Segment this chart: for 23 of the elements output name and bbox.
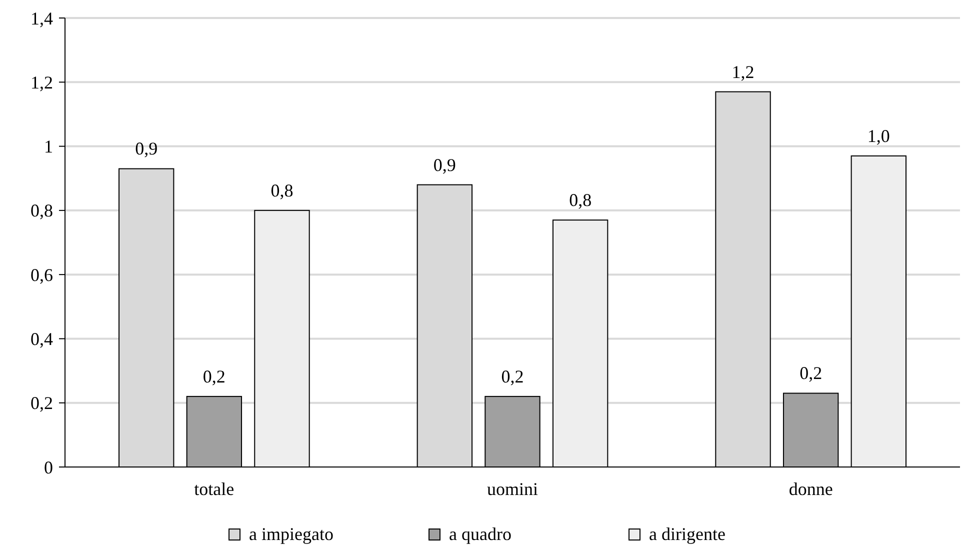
y-tick-label: 1	[44, 136, 53, 157]
data-label: 0,8	[569, 190, 592, 210]
data-label: 0,9	[135, 138, 158, 159]
y-tick-label: 1,4	[30, 8, 53, 28]
data-label: 0,2	[800, 363, 822, 384]
data-label: 0,2	[202, 366, 226, 386]
y-tick-label: 0,4	[30, 329, 53, 350]
data-label: 0,8	[270, 180, 294, 200]
y-tick-label: 0,6	[30, 264, 53, 285]
y-tick-label: 0,2	[30, 393, 53, 414]
data-label: 0,9	[433, 154, 456, 175]
legend-label: a quadro	[449, 524, 512, 544]
data-label: 0,2	[501, 366, 524, 386]
y-tick-label: 1,2	[30, 72, 53, 92]
legend-label: a impiegato	[249, 524, 334, 544]
data-label: 1,2	[732, 62, 754, 82]
x-tick-label: donne	[788, 479, 833, 499]
y-tick-label: 0	[44, 457, 53, 478]
x-tick-label: uomini	[486, 479, 538, 499]
y-tick-label: 0,8	[30, 200, 53, 221]
x-tick-label: totale	[194, 479, 234, 499]
data-label: 1,0	[867, 126, 890, 146]
legend-label: a dirigente	[649, 524, 726, 544]
